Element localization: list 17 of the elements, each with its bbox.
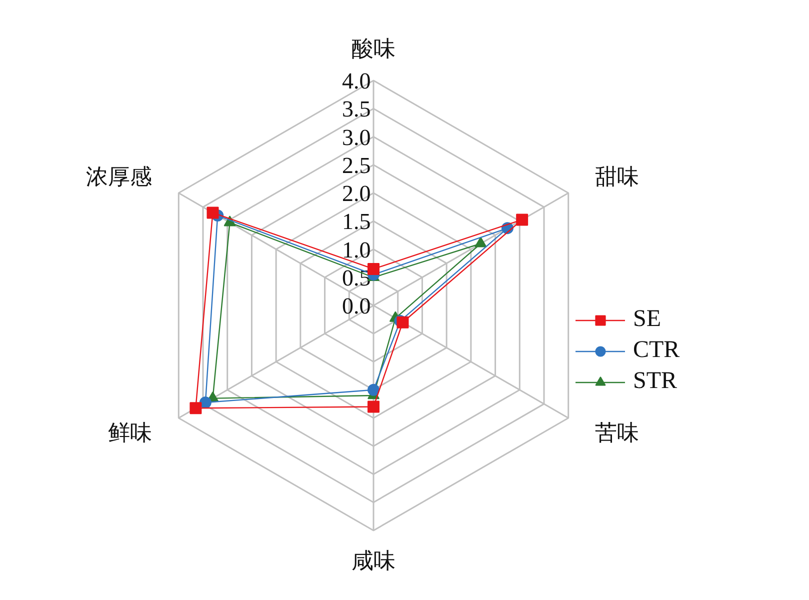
y-tick-label: 4.0 [342,68,371,94]
legend-label: STR [633,368,678,395]
spoke-label: 鲜味 [108,420,152,446]
legend-label: CTR [633,337,680,364]
spoke-label: 甜味 [595,165,640,190]
spoke-label: 咸味 [352,548,396,574]
y-tick-label: 2.5 [342,152,371,178]
legend-label: SE [633,306,662,333]
y-tick-label: 2.0 [342,181,371,206]
y-tick-label: 1.0 [342,237,371,262]
y-tick-label: 3.0 [342,124,371,150]
y-tick-label: 3.5 [342,96,371,122]
y-tick-label: 0.0 [342,294,371,318]
spoke-label: 苦味 [595,420,640,446]
y-tick-label: 1.5 [342,209,371,234]
spoke-label: 浓厚感 [86,165,152,190]
spoke-label: 酸味 [352,37,396,62]
